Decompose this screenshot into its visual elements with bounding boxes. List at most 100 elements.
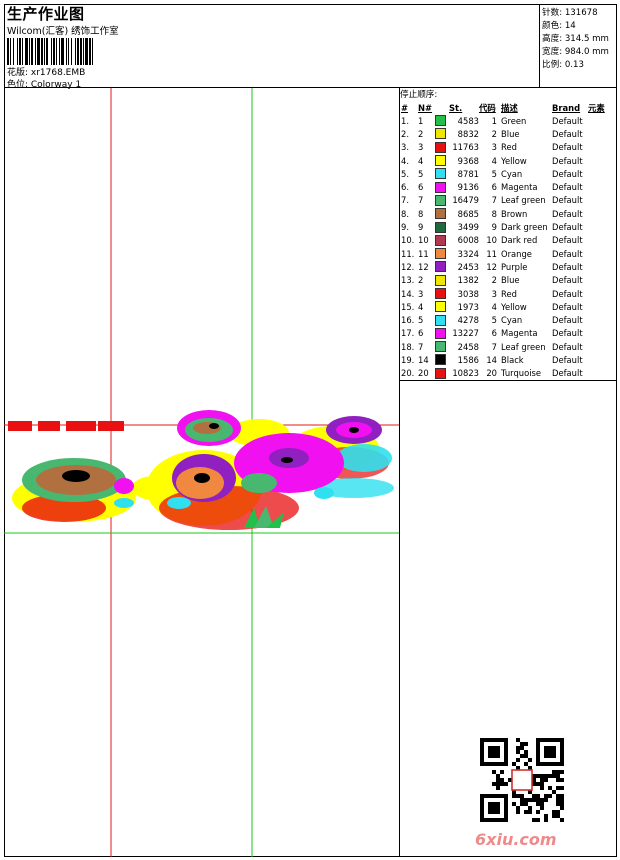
row-stitches: 2458	[457, 341, 479, 352]
table-header-row: # N# St. 代码 描述 Brand 元素	[400, 101, 605, 114]
row-needle: 3	[418, 288, 424, 299]
row-stitches: 11763	[452, 142, 479, 153]
row-index: 13.	[401, 275, 415, 286]
row-needle: 4	[418, 301, 424, 312]
row-index: 17.	[401, 328, 415, 339]
row-needle: 4	[418, 155, 424, 166]
color-swatch	[435, 181, 446, 193]
top-flower	[177, 410, 241, 446]
color-swatch	[435, 194, 446, 206]
row-element	[588, 340, 605, 353]
row-swatch	[435, 260, 449, 273]
magenta-flower	[234, 433, 344, 493]
table-row: 16. 5 4278 5 Cyan Default	[400, 313, 605, 326]
color-swatch	[435, 221, 446, 233]
row-swatch	[435, 154, 449, 167]
row-code: 20	[486, 368, 497, 379]
row-element	[588, 220, 605, 233]
table-divider	[400, 380, 617, 381]
row-needle: 20	[418, 368, 429, 379]
row-swatch	[435, 367, 449, 380]
row-index: 8.	[401, 208, 409, 219]
table-row: 6. 6 9136 6 Magenta Default	[400, 180, 605, 193]
row-element	[588, 260, 605, 273]
row-needle: 6	[418, 182, 424, 193]
design-file-label: 花版: xr1768.EMB	[7, 68, 86, 78]
row-index: 12.	[401, 261, 415, 272]
row-index: 7.	[401, 195, 409, 206]
row-stitches: 9368	[457, 155, 479, 166]
row-description: Dark green	[501, 222, 548, 233]
row-brand: Default	[552, 288, 583, 299]
embroidery-design	[8, 410, 394, 530]
row-needle: 1	[418, 115, 424, 126]
row-stitches: 1382	[457, 275, 479, 286]
col-index: #	[401, 102, 409, 113]
row-brand: Default	[552, 168, 583, 179]
row-index: 15.	[401, 301, 415, 312]
table-row: 2. 2 8832 2 Blue Default	[400, 127, 605, 140]
row-index: 10.	[401, 235, 415, 246]
row-description: Yellow	[501, 155, 527, 166]
table-row: 4. 4 9368 4 Yellow Default	[400, 154, 605, 167]
row-swatch	[435, 353, 449, 366]
row-description: Leaf green	[501, 195, 546, 206]
row-stitches: 4278	[457, 315, 479, 326]
row-description: Black	[501, 354, 524, 365]
row-swatch	[435, 300, 449, 313]
row-brand: Default	[552, 222, 583, 233]
spec-colors: 颜色: 14	[542, 21, 576, 31]
spec-scale: 比例: 0.13	[542, 60, 584, 70]
color-swatch	[435, 141, 446, 153]
row-description: Cyan	[501, 315, 523, 326]
col-brand: Brand	[552, 102, 581, 113]
table-row: 5. 5 8781 5 Cyan Default	[400, 167, 605, 180]
row-description: Magenta	[501, 182, 538, 193]
row-element	[588, 180, 605, 193]
row-needle: 6	[418, 328, 424, 339]
row-index: 16.	[401, 315, 415, 326]
table-row: 14. 3 3038 3 Red Default	[400, 287, 605, 300]
row-description: Purple	[501, 261, 528, 272]
row-stitches: 8832	[457, 128, 479, 139]
row-swatch	[435, 114, 449, 127]
spec-width: 宽度: 984.0 mm	[542, 47, 609, 57]
table-row: 11. 11 3324 11 Orange Default	[400, 247, 605, 260]
row-element	[588, 287, 605, 300]
row-index: 4.	[401, 155, 409, 166]
color-swatch	[435, 301, 446, 313]
row-needle: 5	[418, 315, 424, 326]
table-row: 15. 4 1973 4 Yellow Default	[400, 300, 605, 313]
row-code: 7	[491, 341, 497, 352]
document-title: 生产作业图	[7, 5, 85, 23]
row-needle: 3	[418, 142, 424, 153]
row-brand: Default	[552, 182, 583, 193]
table-row: 13. 2 1382 2 Blue Default	[400, 274, 605, 287]
row-needle: 10	[418, 235, 429, 246]
row-element	[588, 114, 605, 127]
row-element	[588, 367, 605, 380]
col-needle: N#	[418, 102, 433, 113]
row-swatch	[435, 274, 449, 287]
row-stitches: 2453	[457, 261, 479, 272]
row-swatch	[435, 207, 449, 220]
row-code: 11	[486, 248, 497, 259]
row-swatch	[435, 234, 449, 247]
color-swatch	[435, 341, 446, 353]
col-element: 元素	[588, 102, 605, 113]
col-stitches: St.	[449, 102, 463, 113]
row-description: Magenta	[501, 328, 538, 339]
row-needle: 12	[418, 261, 429, 272]
row-needle: 2	[418, 275, 424, 286]
row-stitches: 6008	[457, 235, 479, 246]
table-row: 17. 6 13227 6 Magenta Default	[400, 327, 605, 340]
row-brand: Default	[552, 248, 583, 259]
row-element	[588, 234, 605, 247]
embroidery-preview-svg	[4, 88, 399, 857]
row-element	[588, 207, 605, 220]
color-swatch	[435, 367, 446, 379]
row-brand: Default	[552, 354, 583, 365]
row-needle: 7	[418, 341, 424, 352]
row-description: Orange	[501, 248, 532, 259]
row-stitches: 8685	[457, 208, 479, 219]
